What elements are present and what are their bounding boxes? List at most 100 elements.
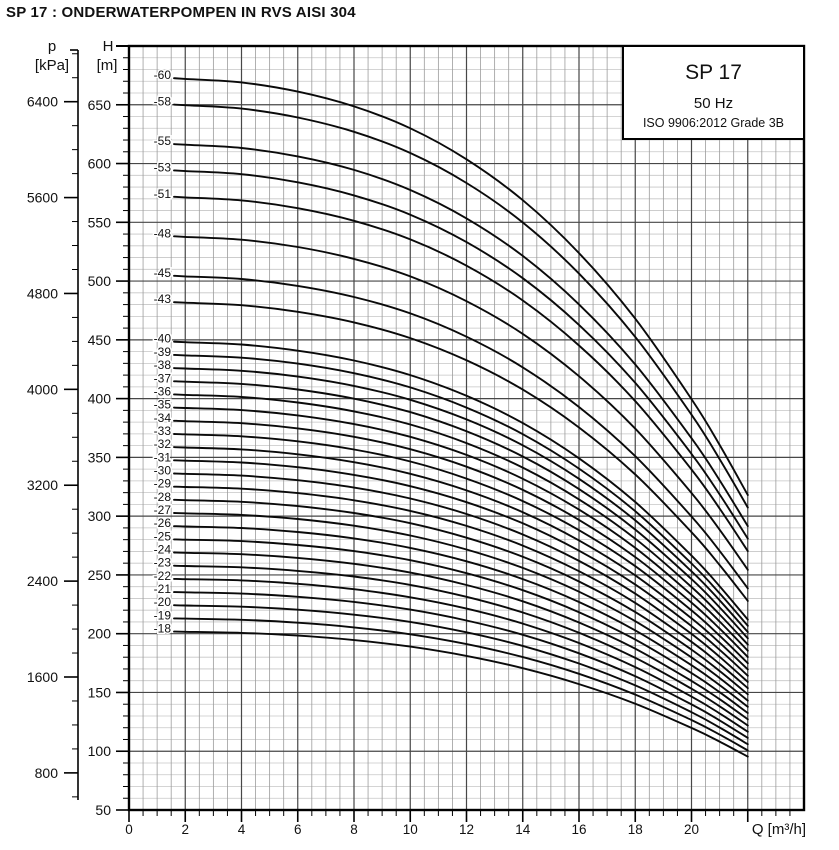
head-tick-label: 600: [88, 156, 112, 172]
head-tick-label: 50: [95, 802, 111, 818]
legend-box: SP 17 50 Hz ISO 9906:2012 Grade 3B: [622, 45, 805, 140]
curve-label-18: -18: [154, 622, 172, 636]
flow-axis-label: Q [m³/h]: [752, 821, 806, 838]
pressure-axis-name: p: [48, 38, 56, 55]
curve-label-40: -40: [154, 332, 172, 346]
pump-curve-24: [173, 551, 749, 721]
curve-label-36: -36: [154, 384, 172, 398]
pump-curve-38: [173, 367, 749, 633]
pump-curve-32: [173, 446, 749, 671]
curve-label-53: -53: [154, 160, 172, 174]
flow-axis: 0 2 4 6 8 10 12 14 16 18 20 Q [m³/h]: [125, 810, 806, 838]
flow-tick-label: 10: [403, 822, 418, 837]
pressure-tick-label: 4800: [27, 285, 58, 301]
head-axis-name: H: [103, 38, 114, 55]
legend-frequency-label: 50 Hz: [693, 95, 734, 112]
head-tick-label: 200: [88, 626, 112, 642]
curve-label-48: -48: [154, 226, 172, 240]
pump-curve-28: [173, 498, 749, 696]
flow-tick-label: 20: [684, 822, 699, 837]
curve-label-33: -33: [154, 424, 172, 438]
pump-curve-55: [173, 143, 749, 528]
head-tick-label: 450: [88, 332, 112, 348]
head-tick-label: 250: [88, 567, 112, 583]
head-tick-label: 550: [88, 214, 112, 230]
pump-curve-31: [173, 459, 749, 677]
curve-label-22: -22: [154, 569, 172, 583]
flow-tick-label: 8: [350, 822, 358, 837]
pressure-tick-label: 4000: [27, 381, 58, 397]
curve-label-35: -35: [154, 398, 172, 412]
head-tick-label: 500: [88, 273, 112, 289]
curve-label-38: -38: [154, 358, 172, 372]
curve-label-30: -30: [154, 463, 172, 477]
curve-label-26: -26: [154, 516, 172, 530]
curve-label-21: -21: [154, 582, 172, 596]
pump-curve-35: [173, 406, 749, 652]
curve-label-19: -19: [154, 608, 172, 622]
pressure-tick-label: 5600: [27, 190, 58, 206]
pressure-axis: 800 1600 2400 3200 4000 4800 5600 6400 p [kPa]: [27, 38, 79, 800]
pump-curve-34: [173, 419, 749, 658]
flow-tick-label: 16: [571, 822, 586, 837]
curve-label-60: -60: [154, 68, 172, 82]
curve-label-45: -45: [154, 266, 172, 280]
curve-label-31: -31: [154, 450, 172, 464]
pump-curve-25: [173, 538, 749, 714]
pressure-tick-label: 3200: [27, 477, 58, 493]
pump-curve-29: [173, 485, 749, 690]
head-tick-label: 100: [88, 743, 112, 759]
pump-curve-43: [173, 301, 749, 602]
pump-curve-36: [173, 393, 749, 646]
page-title: SP 17 : ONDERWATERPOMPEN IN RVS AISI 304: [6, 4, 356, 21]
curve-label-58: -58: [154, 95, 172, 109]
pump-curve-60: [173, 77, 749, 496]
curve-label-29: -29: [154, 477, 172, 491]
flow-tick-label: 18: [628, 822, 643, 837]
curve-label-37: -37: [154, 371, 172, 385]
curve-label-27: -27: [154, 503, 172, 517]
curve-label-34: -34: [154, 411, 172, 425]
head-axis-unit: [m]: [97, 57, 118, 74]
legend-standard-label: ISO 9906:2012 Grade 3B: [642, 116, 785, 130]
pressure-tick-label: 2400: [27, 573, 58, 589]
head-axis: 50 100 150 200 250 300 350 400 450 500 550 600 650 H […: [88, 38, 129, 818]
pump-curve-21: [173, 591, 749, 739]
pump-curve-19: [173, 617, 749, 752]
flow-tick-label: 12: [459, 822, 474, 837]
curve-label-51: -51: [154, 187, 172, 201]
pump-curve-23: [173, 564, 749, 727]
curve-labels: -60-58-55-53-51-48-45-43-40-39-38-37-36-…: [152, 67, 173, 637]
flow-tick-label: 14: [515, 822, 531, 837]
flow-tick-label: 0: [125, 822, 133, 837]
curve-label-24: -24: [154, 543, 172, 557]
pump-curve-18: [173, 630, 749, 758]
pump-curve-51: [173, 195, 749, 553]
flow-tick-label: 6: [294, 822, 302, 837]
pump-curves: [173, 77, 749, 758]
curve-label-23: -23: [154, 556, 172, 570]
pump-curve-33: [173, 433, 749, 665]
flow-tick-label: 4: [238, 822, 246, 837]
plot-border: [127, 44, 806, 812]
curve-label-32: -32: [154, 437, 172, 451]
pressure-tick-label: 6400: [27, 94, 58, 110]
curve-label-43: -43: [154, 292, 172, 306]
pressure-tick-label: 1600: [27, 669, 58, 685]
legend-model-label: SP 17: [685, 61, 742, 84]
pump-curve-45: [173, 274, 749, 590]
curve-label-20: -20: [154, 595, 172, 609]
pump-curve-26: [173, 525, 749, 708]
pump-curve-30: [173, 472, 749, 683]
curve-label-25: -25: [154, 529, 172, 543]
flow-tick-label: 2: [181, 822, 189, 837]
curve-label-39: -39: [154, 345, 172, 359]
head-tick-label: 350: [88, 449, 112, 465]
pump-curve-39: [173, 353, 749, 627]
pump-curve-48: [173, 235, 749, 571]
curve-label-28: -28: [154, 490, 172, 504]
pump-curve-53: [173, 169, 749, 540]
pump-curve-40: [173, 340, 749, 621]
